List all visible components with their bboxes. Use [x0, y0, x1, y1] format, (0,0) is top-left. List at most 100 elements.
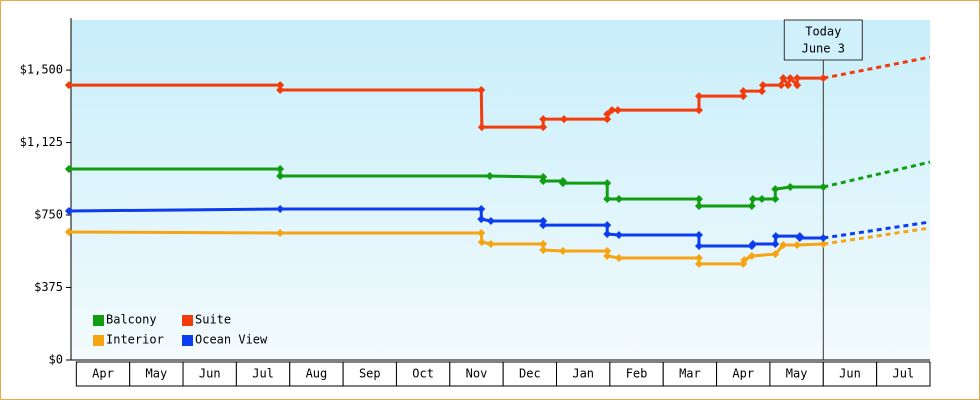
point: [539, 240, 548, 249]
point: [748, 240, 757, 249]
x-tick-label: Mar: [679, 367, 701, 381]
y-tick-label: $0: [49, 353, 63, 367]
today-label: June 3: [802, 42, 845, 56]
point: [694, 253, 703, 262]
plot-area: [71, 20, 930, 360]
legend-label: Suite: [195, 313, 231, 327]
point: [608, 106, 617, 115]
point: [64, 206, 73, 215]
point: [694, 230, 703, 239]
x-tick-label: Feb: [626, 367, 648, 381]
point: [558, 179, 567, 188]
point: [819, 240, 828, 249]
point: [739, 87, 748, 96]
legend-swatch: [93, 335, 104, 346]
point: [558, 246, 567, 255]
point: [539, 123, 548, 132]
legend-label: Ocean View: [195, 333, 268, 347]
point: [819, 183, 828, 192]
point: [477, 215, 486, 224]
point: [603, 229, 612, 238]
point: [539, 177, 548, 186]
point: [757, 87, 766, 96]
point: [777, 81, 786, 90]
point: [614, 194, 623, 203]
point: [784, 81, 793, 90]
y-tick-label: $1,500: [20, 63, 63, 77]
point: [64, 228, 73, 237]
point: [757, 194, 766, 203]
point: [614, 253, 623, 262]
point: [486, 217, 495, 226]
x-tick-label: Jun: [199, 367, 221, 381]
x-tick-label: May: [146, 367, 168, 381]
point: [613, 106, 622, 115]
point: [779, 74, 788, 83]
forecast-line: [823, 55, 931, 80]
x-tick-label: Jul: [252, 367, 274, 381]
point: [603, 179, 612, 188]
point: [747, 201, 756, 210]
point: [603, 110, 612, 119]
point: [477, 238, 486, 247]
legend-swatch: [182, 335, 193, 346]
x-tick-label: Dec: [519, 367, 541, 381]
month-box: [235, 361, 291, 387]
point: [64, 165, 73, 174]
point: [64, 81, 73, 90]
x-tick-label: Aug: [306, 367, 328, 381]
point: [276, 85, 285, 94]
point: [694, 259, 703, 268]
x-tick-label: Nov: [466, 367, 488, 381]
point: [771, 194, 780, 203]
point: [786, 183, 795, 192]
today-label: Today: [805, 25, 841, 39]
point: [559, 115, 568, 124]
point: [819, 74, 828, 83]
month-box: [662, 361, 718, 387]
point: [485, 171, 494, 180]
point: [477, 229, 486, 238]
x-tick-label: Apr: [732, 367, 754, 381]
point: [603, 221, 612, 230]
point: [694, 106, 703, 115]
point: [539, 221, 548, 230]
month-box: [342, 361, 397, 387]
forecast-line: [822, 160, 931, 189]
today-box: [783, 19, 863, 61]
point: [603, 252, 612, 261]
point: [747, 252, 756, 261]
y-tick-label: $1,125: [20, 135, 63, 149]
point: [276, 205, 285, 214]
month-box: [822, 361, 878, 387]
point: [694, 201, 703, 210]
point: [771, 240, 780, 249]
point: [779, 240, 788, 249]
point: [477, 85, 486, 94]
point: [539, 172, 548, 181]
point: [603, 246, 612, 255]
x-tick-label: Apr: [92, 367, 114, 381]
point: [603, 115, 612, 124]
point: [771, 250, 780, 259]
x-tick-label: Oct: [412, 367, 434, 381]
month-box: [769, 361, 824, 387]
point: [793, 240, 802, 249]
point: [276, 81, 285, 90]
point: [603, 194, 612, 203]
point: [486, 240, 495, 249]
point: [477, 123, 486, 132]
x-tick-label: Jun: [839, 367, 861, 381]
point: [786, 74, 795, 83]
point: [771, 232, 780, 241]
month-box: [129, 361, 184, 387]
legend-swatch: [182, 315, 193, 326]
point: [740, 256, 749, 265]
point: [748, 194, 757, 203]
point: [276, 171, 285, 180]
legend-label: Interior: [106, 333, 164, 347]
point: [694, 92, 703, 101]
point: [759, 81, 768, 90]
